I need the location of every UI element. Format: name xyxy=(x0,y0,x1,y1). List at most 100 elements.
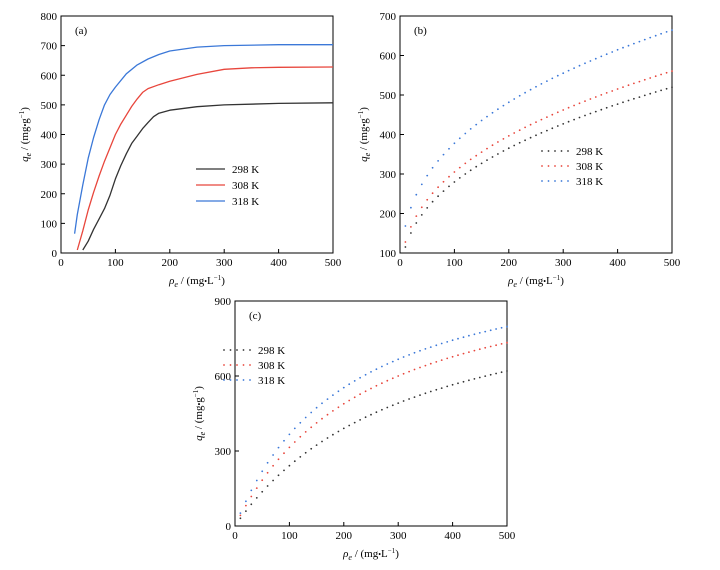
chart-panel-a: 0 100 200 300 400 500 0 100 200 300 400 500 600 700 80… xyxy=(18,11,342,289)
data-point xyxy=(551,127,554,130)
data-point xyxy=(594,110,597,113)
y-tick-label: 400 xyxy=(380,130,397,142)
data-point xyxy=(440,387,443,389)
legend-swatch xyxy=(236,379,238,381)
data-point xyxy=(332,394,334,396)
data-point xyxy=(410,206,412,209)
data-point xyxy=(397,375,400,377)
data-point xyxy=(524,91,526,94)
data-point xyxy=(426,174,429,177)
data-point xyxy=(415,193,418,196)
data-point xyxy=(451,339,454,342)
data-point xyxy=(665,87,668,90)
data-point xyxy=(573,104,575,107)
data-point xyxy=(255,487,258,489)
legend-label: 298 K xyxy=(576,146,603,158)
data-point xyxy=(429,346,432,348)
data-point xyxy=(408,370,410,373)
data-point xyxy=(486,159,488,162)
legend-swatch xyxy=(242,379,245,381)
data-point xyxy=(424,348,427,350)
data-point xyxy=(326,437,329,439)
data-point xyxy=(573,67,575,69)
data-point xyxy=(435,361,438,363)
data-point xyxy=(315,444,318,446)
data-point xyxy=(404,225,407,227)
data-point xyxy=(643,78,646,81)
data-point xyxy=(507,147,510,150)
legend-swatch xyxy=(229,349,232,351)
data-point xyxy=(426,207,429,209)
data-point xyxy=(611,90,614,92)
data-point xyxy=(524,139,526,142)
data-point xyxy=(500,343,503,345)
y-tick-label: 900 xyxy=(215,296,232,308)
data-point xyxy=(489,373,492,376)
data-point xyxy=(633,97,635,100)
data-point xyxy=(671,29,673,31)
data-point xyxy=(524,126,526,129)
data-point xyxy=(600,94,603,96)
data-point xyxy=(408,354,410,356)
data-point xyxy=(660,89,662,92)
x-tick-label: 200 xyxy=(501,257,518,269)
data-point xyxy=(419,349,421,352)
data-point xyxy=(424,392,427,395)
series-points-308k xyxy=(404,70,673,243)
data-point xyxy=(408,398,410,400)
data-point xyxy=(391,377,394,380)
data-point xyxy=(622,86,624,88)
data-point xyxy=(518,94,521,97)
chart-panel-c: 0 100 200 300 400 500 0 300 600 900 (c) qe / (mg•g−… xyxy=(192,296,516,562)
series-points-318k xyxy=(404,29,673,227)
data-point xyxy=(518,129,521,132)
data-point xyxy=(315,422,318,424)
data-point xyxy=(391,360,394,363)
data-point xyxy=(622,101,624,104)
data-point xyxy=(611,105,614,107)
data-point xyxy=(359,376,361,379)
legend-swatch xyxy=(541,150,543,152)
data-point xyxy=(364,416,367,419)
data-point xyxy=(506,325,508,328)
data-point xyxy=(507,101,510,104)
data-point xyxy=(478,376,481,379)
legend-swatch xyxy=(547,180,550,182)
legend-swatch xyxy=(249,364,251,366)
data-point xyxy=(567,106,570,109)
data-point xyxy=(654,75,657,78)
data-point xyxy=(622,46,624,49)
data-point xyxy=(469,158,472,161)
legend-swatch xyxy=(560,165,563,167)
data-point xyxy=(402,400,405,402)
data-point xyxy=(540,118,543,121)
data-point xyxy=(464,173,467,175)
data-point xyxy=(649,36,652,39)
data-point xyxy=(643,94,646,97)
data-point xyxy=(420,214,423,216)
data-point xyxy=(431,192,434,195)
data-point xyxy=(540,83,543,85)
data-point xyxy=(348,399,351,402)
data-point xyxy=(457,382,459,385)
data-point xyxy=(513,98,516,100)
data-point xyxy=(506,341,508,344)
data-point xyxy=(600,55,603,58)
data-point xyxy=(381,382,383,385)
data-point xyxy=(397,358,400,361)
data-point xyxy=(315,406,318,409)
data-point xyxy=(381,408,383,411)
data-point xyxy=(402,372,405,375)
data-point xyxy=(535,121,537,123)
data-point xyxy=(638,96,641,98)
legend-swatch xyxy=(554,180,556,182)
data-point xyxy=(435,388,438,391)
legend-swatch xyxy=(236,364,238,366)
data-point xyxy=(337,430,340,433)
y-tick-label: 600 xyxy=(215,371,232,383)
data-point xyxy=(502,138,505,140)
data-point xyxy=(397,402,400,404)
data-point xyxy=(310,447,313,450)
data-point xyxy=(478,348,481,351)
data-point xyxy=(404,246,407,248)
